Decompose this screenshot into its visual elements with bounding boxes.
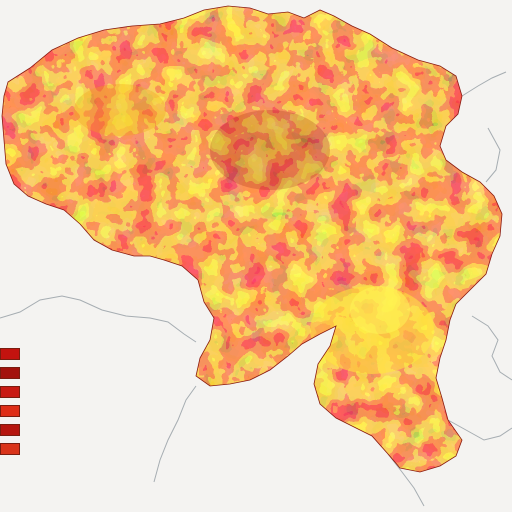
legend-swatch <box>0 385 20 398</box>
legend-item <box>0 382 135 401</box>
map-legend <box>0 328 135 458</box>
legend-item <box>0 344 135 363</box>
legend-title <box>4 328 135 344</box>
legend-item <box>0 401 135 420</box>
legend-item <box>0 439 135 458</box>
neighbor-boundaries <box>0 71 512 507</box>
legend-swatch <box>0 366 20 379</box>
legend-swatch <box>0 442 20 455</box>
legend-swatch <box>0 404 20 417</box>
legend-item <box>0 363 135 382</box>
legend-swatch <box>0 347 20 360</box>
legend-item <box>0 420 135 439</box>
legend-swatch <box>0 423 20 436</box>
